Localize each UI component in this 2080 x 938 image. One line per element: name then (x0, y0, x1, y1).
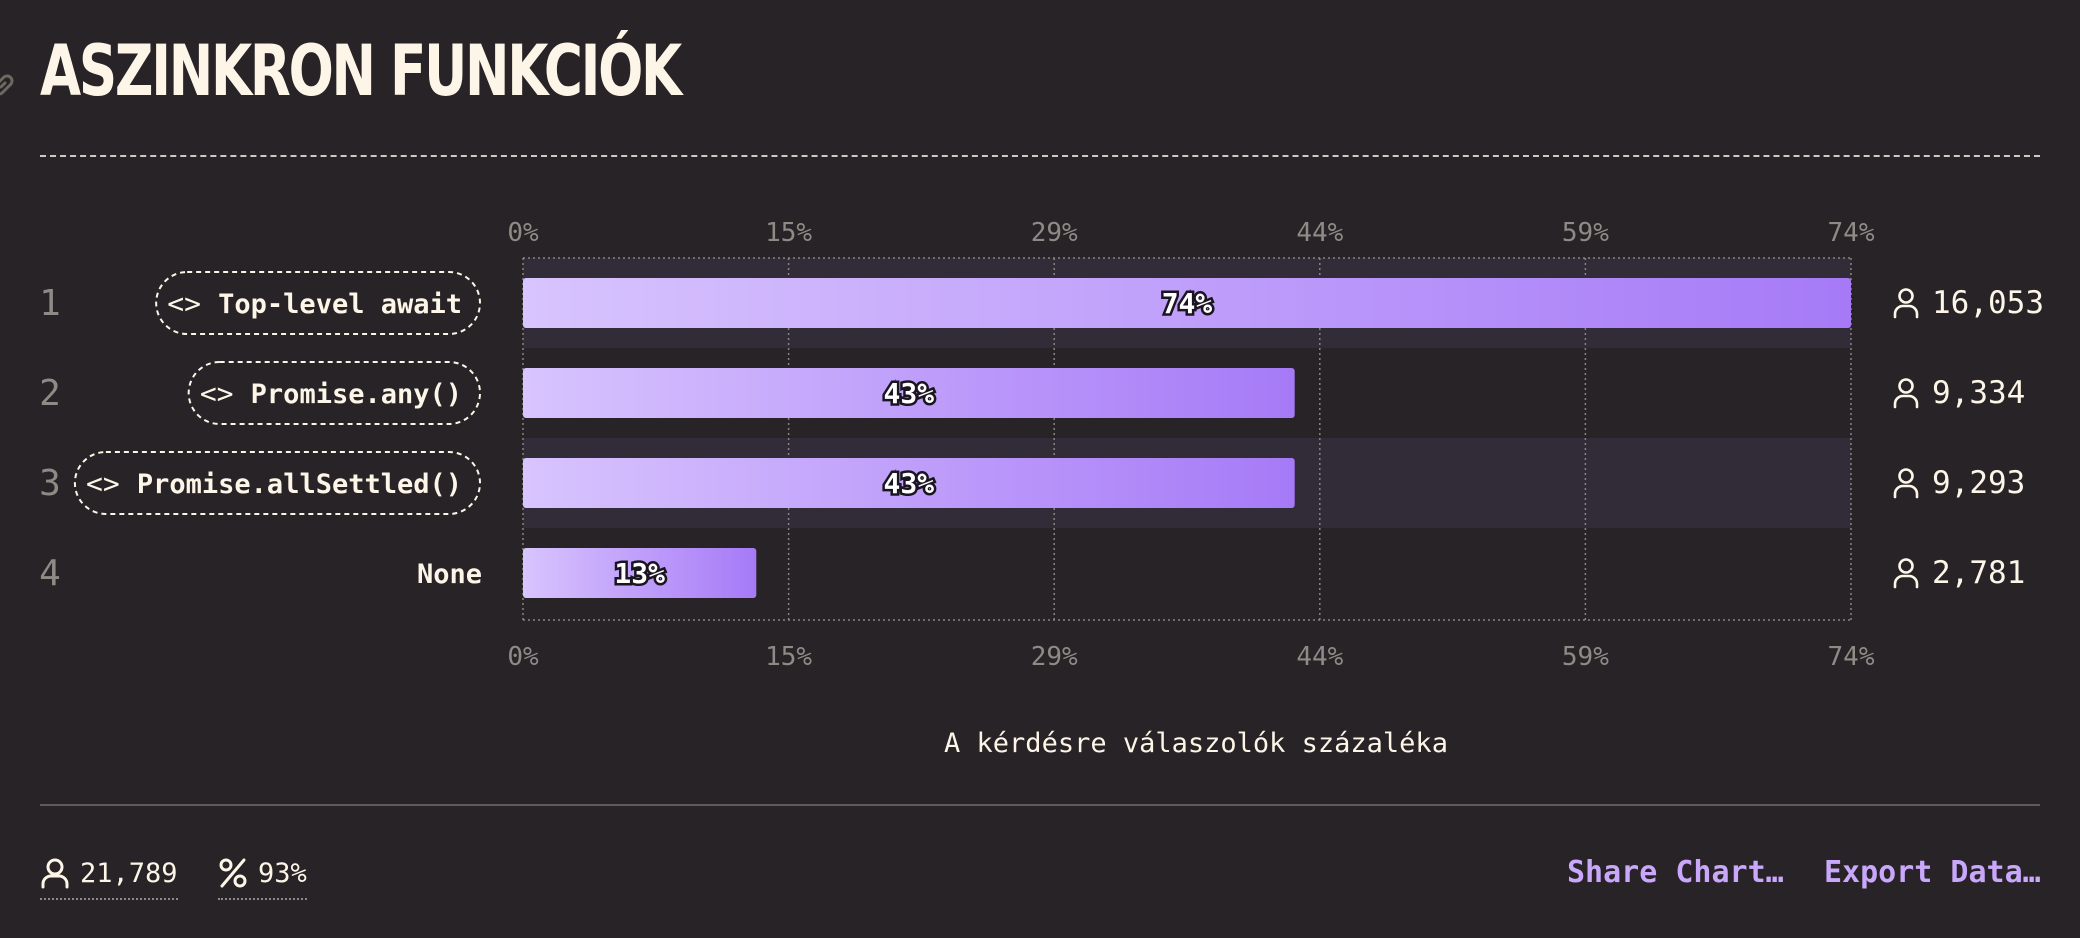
category-pill: <> Promise.allSettled() (73, 451, 481, 515)
category-label: Top-level await (218, 289, 462, 320)
pill-border (73, 451, 481, 515)
x-tick-label-bottom: 29% (1031, 642, 1078, 672)
code-brackets-icon: <> (200, 377, 234, 410)
share-chart-button[interactable]: Share Chart… (1567, 855, 1784, 890)
title-divider (40, 155, 2040, 157)
total-respondents[interactable]: 21,789 (40, 852, 178, 900)
completion-percentage[interactable]: 93% (218, 852, 307, 900)
bar-chart: 0% 0% 15% 15% 29% 29% 44% 44% 59% 59% 74% 74% 1 <> Top… (39, 218, 2044, 672)
bar-value-label: 74% (1162, 287, 1213, 320)
respondent-count: 9,334 (1932, 375, 2025, 411)
x-tick-label-top: 59% (1562, 218, 1609, 248)
category-pill: <> Top-level await (155, 271, 481, 335)
bar (523, 458, 1295, 508)
x-tick-label-top: 0% (507, 218, 539, 248)
person-icon (1893, 378, 1919, 409)
person-icon (1893, 288, 1919, 319)
respondent-count: 9,293 (1932, 465, 2025, 501)
bar-value-label: 13% (614, 557, 665, 590)
category-label: Promise.allSettled() (137, 469, 462, 500)
respondent-count: 16,053 (1932, 285, 2044, 321)
total-respondents-value: 21,789 (80, 857, 178, 889)
x-tick-label-bottom: 15% (765, 642, 812, 672)
page-title: ASZINKRON FUNKCIÓK (40, 30, 682, 112)
person-icon (41, 858, 69, 889)
category-pill: <> Promise.any() (187, 361, 481, 425)
rank-number: 1 (39, 283, 61, 324)
respondent-count: 2,781 (1932, 555, 2025, 591)
bar (523, 278, 1851, 328)
link-icon[interactable] (0, 70, 18, 100)
x-tick-label-top: 29% (1031, 218, 1078, 248)
x-axis-label: A kérdésre válaszolók százaléka (944, 728, 1448, 759)
export-data-button[interactable]: Export Data… (1824, 855, 2041, 890)
x-tick-label-top: 74% (1828, 218, 1875, 248)
rank-number: 3 (39, 463, 61, 504)
x-tick-label-bottom: 59% (1562, 642, 1609, 672)
percent-icon (219, 858, 247, 888)
category-label: None (417, 559, 482, 590)
person-icon (1893, 558, 1919, 589)
code-brackets-icon: <> (86, 467, 120, 500)
x-tick-label-bottom: 0% (507, 642, 539, 672)
person-icon (1893, 468, 1919, 499)
footer-divider (40, 804, 2040, 806)
x-tick-label-bottom: 74% (1828, 642, 1875, 672)
bar (523, 548, 757, 598)
rank-number: 4 (39, 553, 61, 594)
x-tick-label-top: 15% (765, 218, 812, 248)
pill-border (187, 361, 481, 425)
bar-value-label: 43% (884, 467, 935, 500)
rank-number: 2 (39, 373, 61, 414)
pill-border (155, 271, 481, 335)
code-brackets-icon: <> (167, 287, 201, 320)
x-tick-label-bottom: 44% (1296, 642, 1343, 672)
x-tick-label-top: 44% (1296, 218, 1343, 248)
bar-value-label: 43% (884, 377, 935, 410)
completion-percentage-value: 93% (258, 857, 307, 889)
bar (523, 368, 1295, 418)
category-label: Promise.any() (251, 379, 462, 410)
